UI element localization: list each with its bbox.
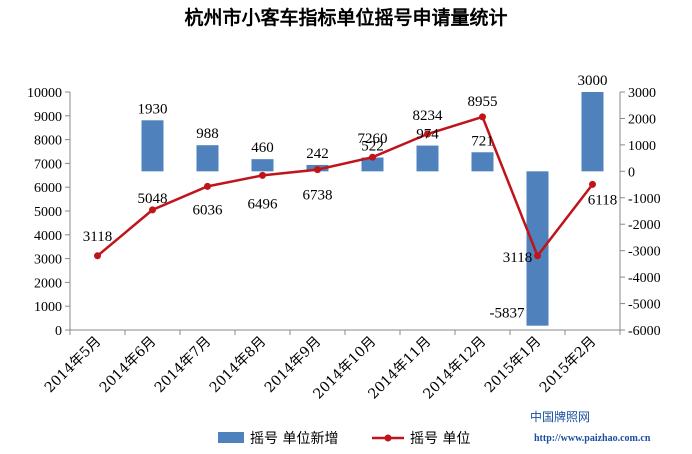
left-tick-label: 6000: [34, 181, 62, 196]
bar-data-label: 721: [471, 133, 494, 149]
x-tick-label: 2015年1月: [482, 334, 545, 397]
right-tick-label: 0: [628, 165, 635, 180]
line-data-label: 8955: [468, 94, 498, 110]
watermark-url: http://www.paizhao.com.cn: [534, 433, 651, 444]
right-tick-label: -6000: [628, 324, 661, 339]
line-point: [314, 166, 321, 174]
right-tick-label: -1000: [628, 192, 661, 207]
line-data-label: 6036: [193, 202, 224, 218]
left-tick-label: 7000: [34, 157, 62, 172]
x-tick-label: 2014年8月: [207, 334, 270, 397]
bar: [581, 92, 604, 172]
right-tick-label: 2000: [628, 112, 656, 127]
right-tick-label: -2000: [628, 218, 661, 233]
right-tick-label: 3000: [628, 86, 656, 101]
bar-data-label: -5837: [490, 306, 525, 322]
legend: 摇号 单位新增 摇号 单位: [218, 431, 470, 447]
left-tick-label: 2000: [34, 276, 62, 291]
x-tick-label: 2014年7月: [152, 334, 215, 397]
right-tick-label: -3000: [628, 245, 661, 260]
watermark: 中国牌照网 http://www.paizhao.com.cn: [530, 409, 651, 444]
legend-bar-label: 摇号 单位新增: [250, 431, 338, 447]
line-data-label: 6496: [248, 196, 279, 212]
left-tick-label: 10000: [27, 86, 62, 101]
right-tick-label: -4000: [628, 271, 661, 286]
line-data-label: 6118: [588, 192, 617, 208]
legend-line-marker: [384, 434, 392, 442]
line-point: [204, 182, 211, 190]
line-point: [149, 206, 156, 214]
bar-data-label: 522: [361, 139, 384, 155]
x-tick-label: 2014年5月: [42, 334, 105, 397]
right-y-axis: -6000 -5000 -4000 -3000 -2000 -1000 0 1000 2000 3…: [619, 86, 661, 339]
line-point: [369, 153, 376, 161]
left-tick-label: 1000: [34, 300, 62, 315]
bar-data-label: 974: [416, 127, 439, 143]
line-point: [424, 130, 431, 138]
line-data-label: 8234: [413, 108, 444, 124]
x-axis: 2014年5月2014年6月2014年7月2014年8月2014年9月2014年…: [42, 329, 621, 402]
line-data-label: 3118: [503, 250, 532, 266]
bar-series: [141, 92, 604, 326]
line-point: [94, 252, 101, 260]
bar-data-label: 988: [196, 126, 219, 142]
line-data-label: 6738: [303, 188, 333, 204]
left-tick-label: 9000: [34, 110, 62, 125]
bar: [141, 120, 164, 172]
line-point: [589, 180, 596, 188]
bar-data-label: 242: [306, 146, 329, 162]
data-labels: 1930 988 460 242 522 974 721 -5837 3000 3118 5048 6…: [83, 73, 617, 322]
bar: [251, 159, 274, 172]
left-tick-label: 3000: [34, 253, 62, 268]
line-point: [259, 171, 266, 179]
bar: [416, 145, 439, 172]
chart-title: 杭州市小客车指标单位摇号申请量统计: [184, 6, 507, 29]
line-point: [534, 252, 541, 260]
left-tick-label: 5000: [34, 205, 62, 220]
left-tick-label: 0: [55, 324, 62, 339]
line-path: [96, 115, 594, 259]
line-series: [94, 113, 596, 260]
left-y-axis: 0 1000 2000 3000 4000 5000 6000 7000 8000 9000 100…: [27, 86, 71, 339]
x-tick-label: 2015年2月: [537, 334, 600, 397]
bar-data-label: 460: [251, 140, 274, 156]
line-data-label: 7260: [358, 131, 388, 147]
legend-bar-swatch: [218, 432, 244, 443]
right-tick-label: -5000: [628, 298, 661, 313]
line-data-label: 5048: [138, 191, 168, 207]
line-point: [479, 113, 486, 121]
left-tick-label: 8000: [34, 134, 62, 149]
bar-data-label: 1930: [138, 101, 168, 117]
bar: [471, 152, 494, 172]
bar: [196, 145, 219, 172]
right-tick-label: 1000: [628, 139, 656, 154]
bar: [361, 157, 384, 172]
bar: [526, 171, 549, 326]
line-data-label: 3118: [83, 229, 112, 245]
bar-data-label: 3000: [578, 73, 608, 89]
watermark-site-name: 中国牌照网: [530, 409, 590, 424]
legend-line-label: 摇号 单位: [410, 431, 470, 447]
left-tick-label: 4000: [34, 229, 62, 244]
x-tick-label: 2014年6月: [97, 334, 160, 397]
